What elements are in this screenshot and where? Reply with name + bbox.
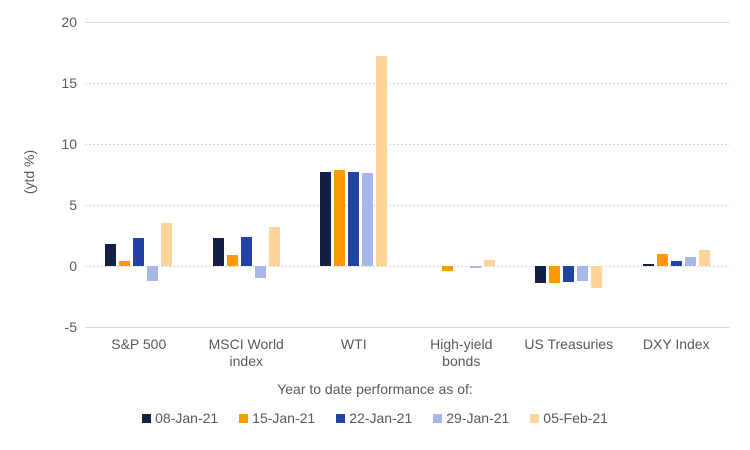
gridline-15	[85, 83, 730, 84]
bar-22-Jan-21-MSCI-World-index	[240, 236, 252, 266]
bar-05-Feb-21-US-Treasuries	[591, 266, 603, 288]
legend-swatch-icon	[433, 413, 443, 423]
plot-area	[85, 22, 730, 328]
x-axis-category-labels: S&P 500 MSCI World index WTI High-yield bon…	[85, 336, 730, 370]
y-tick-label-0: 0	[69, 258, 77, 274]
bar-05-Feb-21-S&P-500	[161, 223, 173, 266]
category-label-WTI: WTI	[340, 336, 367, 352]
y-tick-label-10: 10	[61, 136, 77, 152]
legend-item-22-Jan-21: 22-Jan-21	[336, 410, 412, 426]
legend-label: 05-Feb-21	[543, 410, 608, 426]
legend-swatch-icon	[530, 413, 540, 423]
gridline-0	[85, 266, 730, 267]
gridline-5	[85, 205, 730, 206]
bar-08-Jan-21-S&P-500	[105, 244, 117, 266]
bar-29-Jan-21-WTI	[362, 173, 374, 266]
legend-label: 29-Jan-21	[446, 410, 510, 426]
gridline-10	[85, 144, 730, 145]
category-label-DXY-Index: DXY Index	[642, 336, 710, 352]
bar-29-Jan-21-MSCI-World-index	[254, 266, 266, 279]
legend-label: 08-Jan-21	[155, 410, 219, 426]
bar-15-Jan-21-S&P-500	[119, 261, 131, 266]
bar-15-Jan-21-High-yield-bonds	[441, 266, 453, 271]
legend-item-15-Jan-21: 15-Jan-21	[239, 410, 315, 426]
legend-swatch-icon	[142, 413, 152, 423]
bar-15-Jan-21-MSCI-World-index	[226, 255, 238, 266]
bar-29-Jan-21-High-yield-bonds	[469, 266, 481, 269]
category-label-US-Treasuries: US Treasuries	[524, 336, 614, 352]
bar-29-Jan-21-US-Treasuries	[577, 266, 589, 281]
legend-swatch-icon	[336, 413, 346, 423]
bar-29-Jan-21-S&P-500	[147, 266, 159, 281]
y-axis-tick-labels: 20 15 10 5 0 -5	[0, 14, 77, 335]
bar-08-Jan-21-DXY-Index	[642, 263, 654, 266]
bar-22-Jan-21-DXY-Index	[670, 261, 682, 266]
category-label-S&P-500: S&P 500	[111, 336, 167, 352]
bar-05-Feb-21-DXY-Index	[698, 250, 710, 266]
legend-label: 22-Jan-21	[349, 410, 413, 426]
gridline--5	[85, 327, 730, 328]
y-tick-label--5: -5	[64, 319, 77, 335]
chart-legend: 08-Jan-21 15-Jan-21 22-Jan-21 29-Jan-21 05-F…	[0, 410, 750, 426]
legend-swatch-icon	[239, 413, 249, 423]
category-label-MSCI-World-index: MSCI World index	[208, 336, 284, 369]
bar-15-Jan-21-US-Treasuries	[549, 266, 561, 284]
bar-22-Jan-21-WTI	[348, 172, 360, 266]
bar-05-Feb-21-High-yield-bonds	[483, 259, 495, 266]
bar-15-Jan-21-DXY-Index	[656, 253, 668, 266]
legend-item-05-Feb-21: 05-Feb-21	[530, 410, 608, 426]
legend-item-29-Jan-21: 29-Jan-21	[433, 410, 509, 426]
bar-08-Jan-21-WTI	[320, 172, 332, 266]
gridline-20	[85, 22, 730, 23]
bar-29-Jan-21-DXY-Index	[684, 257, 696, 266]
y-tick-label-15: 15	[61, 75, 77, 91]
bar-05-Feb-21-MSCI-World-index	[268, 226, 280, 266]
legend-label: 15-Jan-21	[252, 410, 316, 426]
legend-item-08-Jan-21: 08-Jan-21	[142, 410, 218, 426]
y-tick-label-20: 20	[61, 14, 77, 30]
category-label-High-yield-bonds: High-yield bonds	[430, 336, 493, 369]
x-axis-title: Year to date performance as of:	[277, 381, 473, 397]
bar-15-Jan-21-WTI	[334, 169, 346, 266]
bar-08-Jan-21-US-Treasuries	[535, 266, 547, 284]
bar-22-Jan-21-S&P-500	[133, 237, 145, 266]
bar-08-Jan-21-MSCI-World-index	[212, 237, 224, 266]
bar-22-Jan-21-US-Treasuries	[563, 266, 575, 282]
y-tick-label-5: 5	[69, 197, 77, 213]
bar-05-Feb-21-WTI	[376, 56, 388, 266]
